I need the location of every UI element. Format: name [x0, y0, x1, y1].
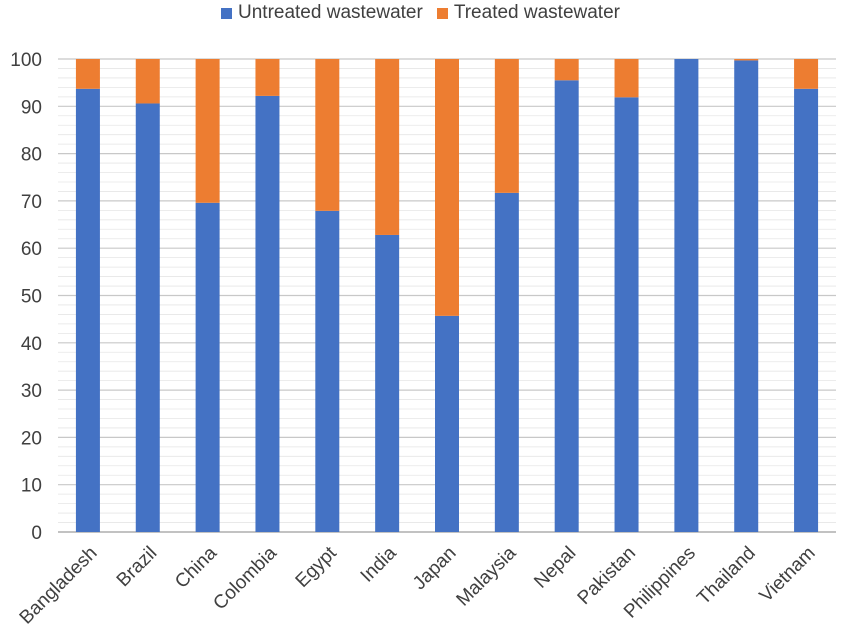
y-tick-label: 100	[10, 50, 42, 71]
bar-untreated-brazil	[135, 103, 160, 532]
bar-treated-vietnam	[794, 59, 819, 89]
x-tick-label: Egypt	[292, 542, 342, 592]
y-tick-label: 40	[21, 334, 42, 355]
bar-treated-bangladesh	[75, 59, 100, 89]
x-tick-label: Vietnam	[756, 543, 820, 607]
bar-untreated-china	[195, 202, 220, 533]
y-tick-label: 50	[21, 287, 42, 308]
x-tick-label: Thailand	[693, 543, 759, 609]
bar-treated-japan	[435, 59, 459, 316]
x-tick-label: India	[357, 542, 401, 586]
y-tick-label: 20	[21, 428, 42, 449]
x-tick-label: China	[171, 542, 221, 592]
legend-label-untreated: Untreated wastewater	[238, 2, 423, 23]
bar-treated-brazil	[135, 59, 160, 104]
y-tick-label: 30	[21, 381, 42, 402]
bar-untreated-india	[375, 234, 400, 532]
bar-untreated-pakistan	[614, 97, 639, 533]
chart-legend: Untreated wastewater Treated wastewater	[0, 2, 841, 24]
x-tick-label: Brazil	[113, 543, 161, 591]
bar-treated-colombia	[255, 59, 280, 96]
bar-untreated-nepal	[554, 80, 579, 532]
y-tick-label: 60	[21, 239, 42, 260]
y-tick-label: 70	[21, 192, 42, 213]
legend-item-untreated: Untreated wastewater	[221, 2, 423, 24]
bar-untreated-colombia	[255, 95, 280, 533]
y-tick-label: 0	[31, 523, 42, 544]
bar-treated-nepal	[554, 59, 579, 81]
legend-item-treated: Treated wastewater	[436, 2, 620, 24]
legend-label-treated: Treated wastewater	[453, 2, 620, 23]
bar-treated-thailand	[734, 59, 759, 61]
bar-treated-pakistan	[614, 59, 639, 98]
x-tick-label: Malaysia	[453, 542, 521, 610]
legend-swatch-treated	[436, 7, 448, 19]
legend-swatch-untreated	[221, 7, 232, 19]
bar-treated-egypt	[315, 59, 340, 211]
y-tick-labels: 0 10 20 30 40 50 60 70 80 90 100	[10, 50, 42, 544]
x-tick-label: Bangladesh	[16, 543, 102, 628]
bars	[75, 59, 819, 533]
bar-untreated-egypt	[315, 210, 340, 532]
y-tick-label: 90	[21, 97, 42, 118]
bar-untreated-thailand	[734, 60, 759, 532]
bar-untreated-bangladesh	[75, 88, 100, 532]
y-tick-label: 10	[21, 476, 42, 497]
bar-treated-china	[195, 59, 220, 203]
y-tick-label: 80	[21, 145, 42, 166]
bar-untreated-vietnam	[794, 88, 819, 532]
x-tick-label: Nepal	[530, 543, 580, 593]
bar-untreated-japan	[435, 315, 459, 532]
x-tick-label: Japan	[409, 543, 460, 594]
x-tick-label: Colombia	[209, 542, 281, 614]
bar-untreated-malaysia	[494, 192, 519, 532]
bar-untreated-philippines	[674, 59, 699, 532]
bar-treated-india	[375, 59, 400, 235]
bar-treated-malaysia	[494, 59, 519, 193]
